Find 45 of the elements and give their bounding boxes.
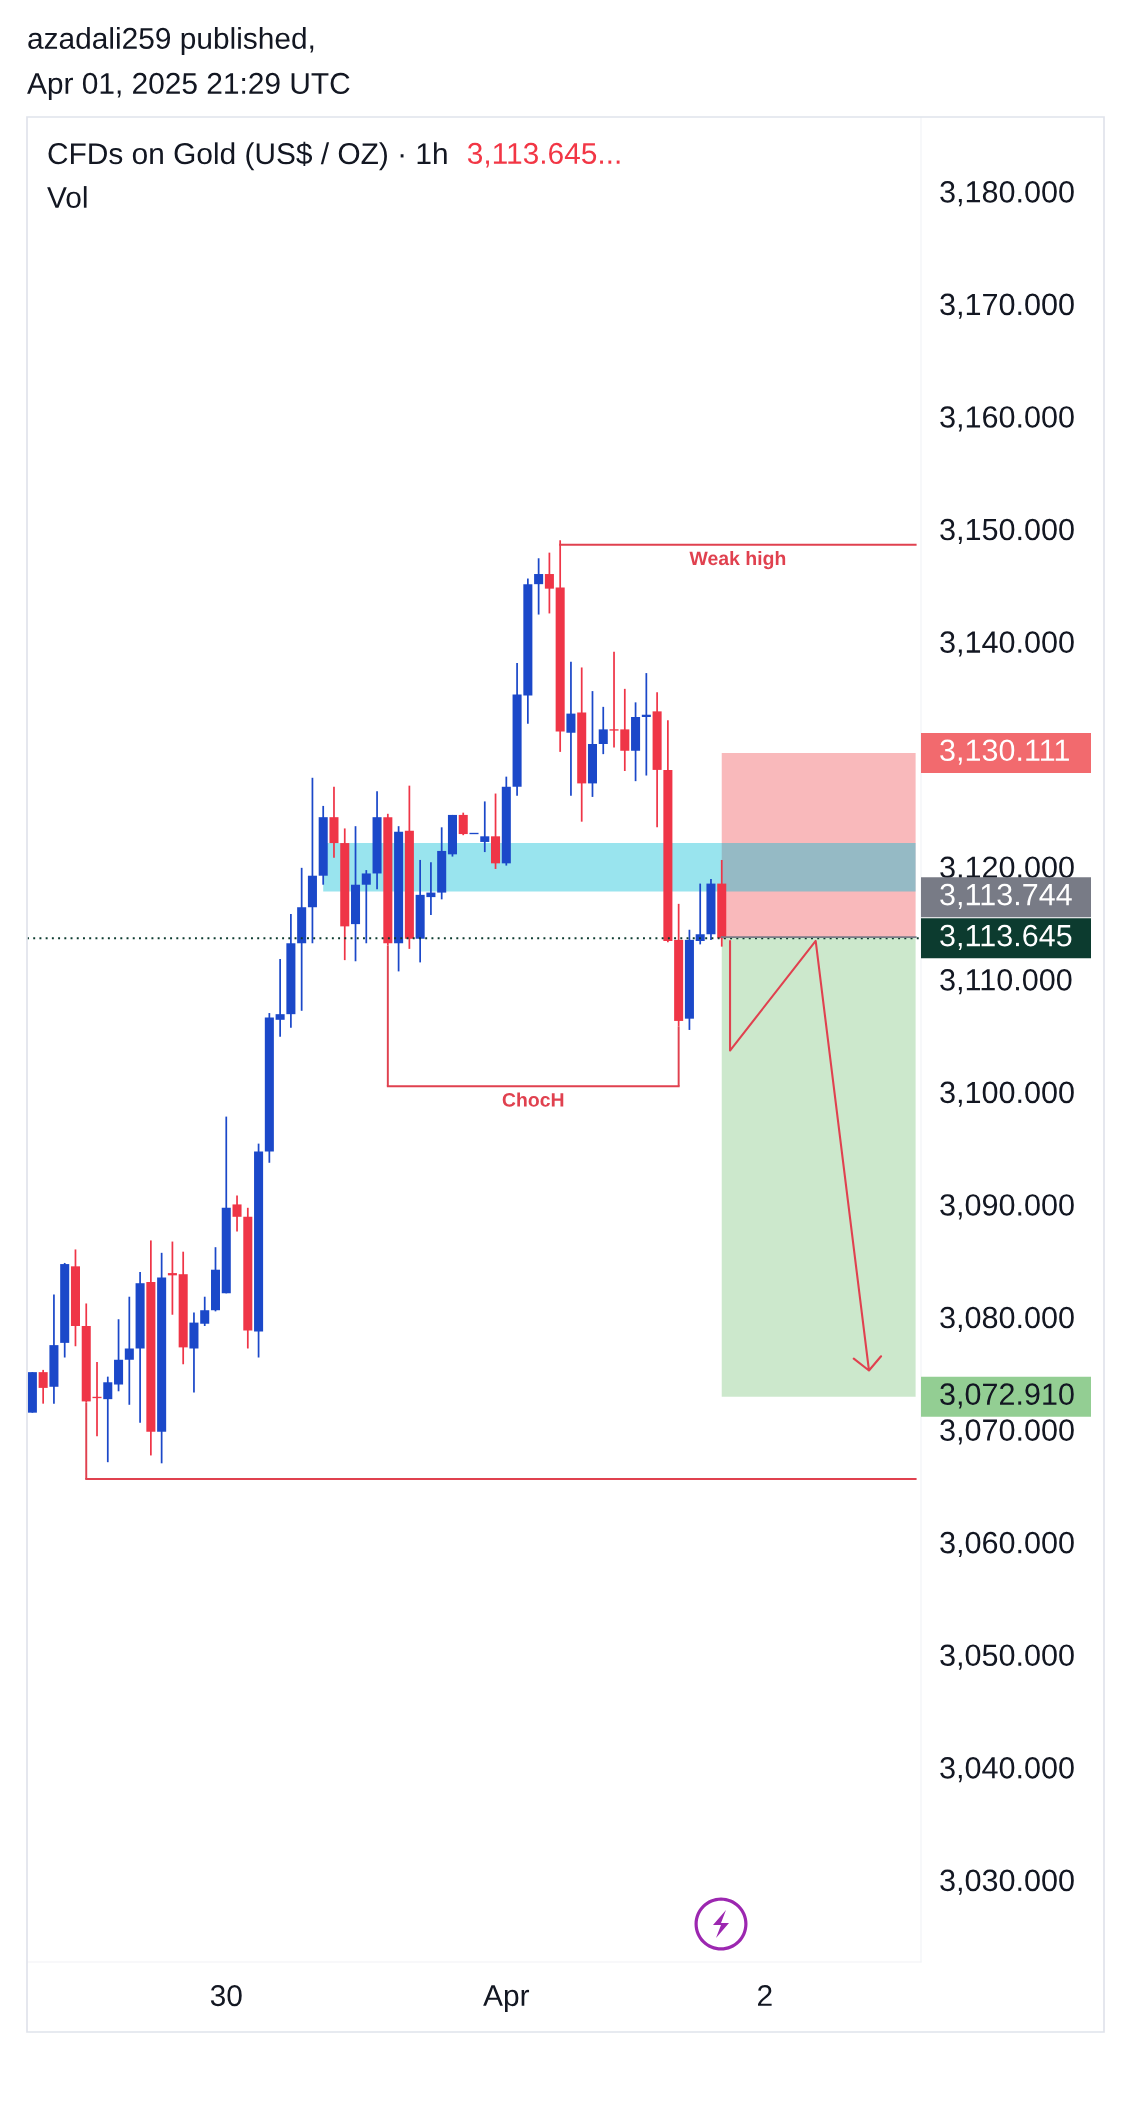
y-tick-label: 3,070.000 xyxy=(940,1419,1074,1445)
y-tick-label: 3,110.000 xyxy=(940,969,1072,995)
text: Apr 01, 2025 21:29 UTC xyxy=(27,72,350,100)
candlestick xyxy=(458,811,468,837)
y-tick-label: 3,100.000 xyxy=(940,1081,1074,1107)
ref-line-label: 3,113.645 xyxy=(940,924,1072,951)
y-tick-label: 3,030.000 xyxy=(940,1869,1074,1895)
candlestick xyxy=(480,800,490,853)
candlestick xyxy=(275,958,285,1038)
candlestick xyxy=(534,557,544,616)
text: CFDs on Gold (US$ / OZ) · 1h xyxy=(48,141,447,171)
ref-line-label: 3,113.744 xyxy=(940,883,1072,910)
y-tick-label: 3,040.000 xyxy=(940,1756,1074,1783)
y-tick-label: 3,150.000 xyxy=(940,518,1074,544)
y-tick-label: 3,080.000 xyxy=(940,1306,1074,1332)
candlestick xyxy=(598,705,608,756)
candlestick xyxy=(167,1240,177,1316)
x-tick-label: Apr xyxy=(483,1985,530,2013)
y-tick-label: 3,120.000 xyxy=(940,856,1074,882)
candlestick xyxy=(361,869,371,945)
annotation: 3,113.645... xyxy=(467,142,620,168)
candlestick xyxy=(566,660,576,797)
candlestick xyxy=(695,882,705,946)
x-tick-label: 30 xyxy=(210,1985,242,2007)
y-tick-label: 3,140.000 xyxy=(940,631,1074,657)
candlestick xyxy=(641,672,651,777)
candlestick xyxy=(544,551,554,615)
text: azadali259 published, xyxy=(28,27,314,55)
y-tick-label: 3,170.000 xyxy=(940,293,1074,319)
band-label: 3,130.111 xyxy=(940,739,1069,765)
y-tick-label: 3,050.000 xyxy=(940,1644,1074,1670)
band-label: 3,072.910 xyxy=(940,1383,1074,1409)
candlestick xyxy=(124,1295,134,1406)
candlestick xyxy=(200,1295,210,1327)
ref-line-label: ChocH xyxy=(502,1092,564,1107)
candlestick xyxy=(232,1194,242,1233)
candlestick xyxy=(103,1375,113,1464)
ref-line-label: Weak high xyxy=(689,550,786,570)
y-tick-label: 3,180.000 xyxy=(940,181,1074,207)
y-tick-label: 3,090.000 xyxy=(940,1194,1074,1220)
y-tick-label: 3,060.000 xyxy=(940,1531,1074,1558)
x-tick-label: 2 xyxy=(758,1985,772,2006)
y-tick-label: 3,160.000 xyxy=(940,406,1074,432)
text: Vol xyxy=(47,186,87,209)
candlestick xyxy=(38,1369,48,1405)
